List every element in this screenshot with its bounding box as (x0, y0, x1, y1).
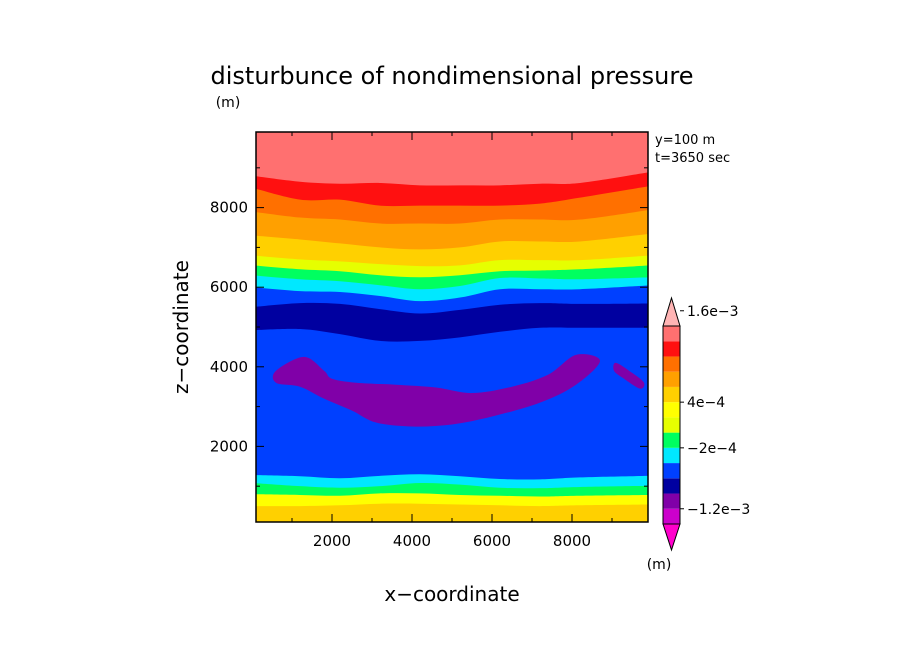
annotation-time: t=3650 sec (655, 151, 730, 166)
y-tick-label: 2000 (210, 437, 248, 455)
y-tick-label: 8000 (210, 199, 248, 217)
colorbar-segment (663, 463, 680, 479)
minimum-region-main (272, 354, 600, 427)
x-axis-ticks: 2000 4000 6000 8000 (291, 132, 613, 550)
chart-title: disturbunce of nondimensional pressure (211, 62, 694, 90)
minimum-region-edge (613, 362, 645, 389)
plot-area (256, 132, 648, 522)
colorbar-tick-label: −2e−4 (687, 441, 737, 457)
colorbar-segment (663, 508, 680, 524)
colorbar-segment (663, 341, 680, 357)
minimum-region (272, 354, 645, 427)
colorbar-unit: (m) (647, 557, 672, 573)
colorbar-segment (663, 402, 680, 418)
y-tick-label: 4000 (210, 358, 248, 376)
colorbar-segment (663, 371, 680, 387)
x-axis-label: x−coordinate (384, 582, 519, 606)
y-axis-ticks: 2000 4000 6000 8000 (210, 167, 648, 487)
contour-band-14 (256, 132, 648, 186)
title-unit: (m) (216, 95, 241, 111)
colorbar-frame (662, 325, 681, 525)
contour-bands (256, 132, 648, 522)
colorbar-segment (663, 478, 680, 494)
colorbar-tick-label: 1.6e−3 (687, 304, 739, 320)
colorbar-tick-labels: 1.6e−3 4e−4 −2e−4 −1.2e−3 (680, 304, 750, 518)
y-axis-label: z−coordinate (169, 260, 193, 394)
colorbar (662, 296, 681, 552)
colorbar-segment (663, 386, 680, 403)
colorbar-segment (663, 447, 680, 464)
colorbar-segment (663, 326, 680, 342)
x-tick-label: 6000 (473, 532, 511, 550)
colorbar-segment (663, 432, 680, 448)
x-tick-label: 4000 (393, 532, 431, 550)
colorbar-segment (663, 417, 680, 433)
y-tick-label: 6000 (210, 278, 248, 296)
colorbar-tick-label: −1.2e−3 (687, 502, 750, 518)
x-tick-label: 2000 (313, 532, 351, 550)
x-tick-label: 8000 (553, 532, 591, 550)
annotation-y-position: y=100 m (655, 133, 715, 148)
colorbar-tick-label: 4e−4 (687, 395, 725, 411)
colorbar-segment (663, 493, 680, 509)
colorbar-bottom-arrow (662, 523, 681, 552)
colorbar-top-arrow (662, 296, 681, 327)
colorbar-segment (663, 356, 680, 372)
